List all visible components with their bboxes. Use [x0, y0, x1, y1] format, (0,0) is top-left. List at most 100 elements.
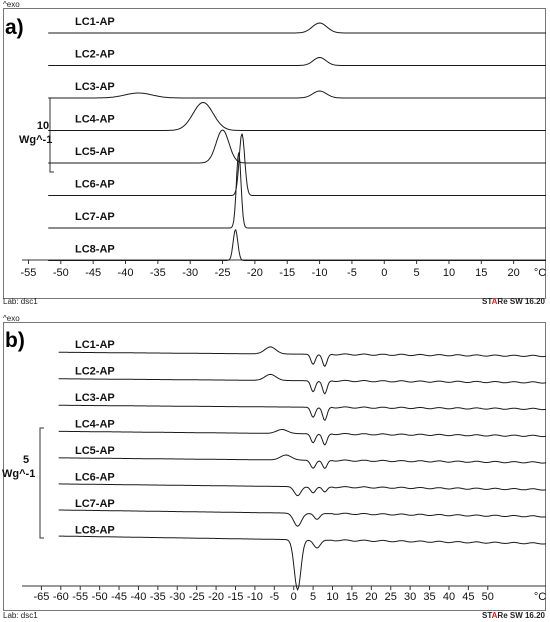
- panel-label-a: a): [5, 16, 24, 39]
- x-tick-label-65: -65: [33, 591, 49, 603]
- dsc-panel-b: ^exo b) -65 -60 -55 -50 -45 -40 -35 -30 -25 -20 -1…: [0, 314, 550, 622]
- x-tick-label-55: -55: [21, 267, 37, 279]
- x-tick-label-35: -35: [150, 591, 166, 603]
- trace-lc7-ap: [48, 152, 546, 229]
- star-mid: R: [497, 611, 504, 620]
- x-tick-label-45: 45: [462, 591, 474, 603]
- dsc-panel-a: ^exo a) -55 -50 -45 -40 -35 -30 -25 -20 -15 -10 -5…: [0, 0, 550, 308]
- x-tick-label-40: 40: [443, 591, 455, 603]
- x-tick-label-5: 5: [310, 591, 316, 603]
- x-tick-label-10: 10: [443, 267, 455, 279]
- star-suffix: e SW 16.20: [503, 611, 545, 620]
- star-suffix: e SW 16.20: [503, 297, 545, 306]
- x-tick-label-20: 20: [508, 267, 520, 279]
- scale-bar-value: 5: [23, 454, 29, 466]
- lab-footer-a: Lab: dsc1: [3, 297, 38, 306]
- trace-label-lc3-ap: LC3-AP: [75, 392, 115, 404]
- x-tick-label-50: -50: [92, 591, 108, 603]
- x-tick-label-45: -45: [85, 267, 101, 279]
- x-tick-label-0: 0: [291, 591, 297, 603]
- trace-label-lc7-ap: LC7-AP: [75, 211, 115, 223]
- x-tick-label-10: 10: [326, 591, 338, 603]
- trace-lc8-ap: [58, 535, 547, 591]
- x-tick-label-0: 0: [381, 267, 387, 279]
- exo-label-a: ^exo: [3, 0, 20, 9]
- scale-bar-value: 10: [37, 120, 49, 132]
- x-tick-label-5: -5: [347, 267, 357, 279]
- trace-lc4-ap: [48, 101, 546, 131]
- x-tick-label-30: 30: [404, 591, 416, 603]
- trace-label-lc4-ap: LC4-AP: [75, 114, 115, 126]
- star-prefix: ST: [481, 297, 492, 306]
- trace-lc5-ap: [58, 454, 547, 470]
- x-tick-label-50: 50: [482, 591, 494, 603]
- x-tick-label-5: 5: [414, 267, 420, 279]
- trace-lc3-ap: [48, 90, 546, 99]
- x-tick-label-40: -40: [118, 267, 134, 279]
- trace-label-lc3-ap: LC3-AP: [75, 81, 115, 93]
- trace-label-lc8-ap: LC8-AP: [75, 525, 115, 537]
- trace-lc2-ap: [48, 56, 546, 66]
- software-footer-a: STARe SW 16.20: [482, 297, 545, 306]
- trace-lc7-ap: [58, 509, 547, 527]
- trace-label-lc2-ap: LC2-AP: [75, 49, 115, 61]
- trace-label-lc1-ap: LC1-AP: [75, 339, 115, 351]
- trace-lc6-ap: [48, 133, 546, 196]
- trace-label-lc7-ap: LC7-AP: [75, 498, 115, 510]
- trace-lc1-ap: [58, 346, 547, 368]
- x-tick-label-20: -20: [247, 267, 263, 279]
- x-tick-label-50: -50: [53, 267, 69, 279]
- trace-lc1-ap: [48, 22, 546, 34]
- lab-footer-b: Lab: dsc1: [3, 611, 38, 620]
- scale-bar-unit: Wg^-1: [2, 468, 35, 480]
- x-tick-label-10: -10: [247, 591, 263, 603]
- plot-frame-b: [3, 322, 546, 611]
- dsc-chart-b: -65 -60 -55 -50 -45 -40 -35 -30 -25 -20 -15 -10 -5 0 5…: [2, 339, 547, 603]
- star-accent: A: [491, 611, 498, 620]
- scale-bracket: [39, 427, 44, 539]
- x-tick-label-25: -25: [189, 591, 205, 603]
- x-tick-label-20: 20: [365, 591, 377, 603]
- star-mid: R: [497, 297, 504, 306]
- x-tick-label-5: -5: [269, 591, 279, 603]
- x-tick-label-15: -15: [228, 591, 244, 603]
- trace-label-lc5-ap: LC5-AP: [75, 146, 115, 158]
- trace-label-lc5-ap: LC5-AP: [75, 445, 115, 457]
- x-tick-label-35: -35: [150, 267, 166, 279]
- trace-label-lc2-ap: LC2-AP: [75, 366, 115, 378]
- x-tick-label-15: -15: [279, 267, 295, 279]
- x-tick-label-60: -60: [53, 591, 69, 603]
- x-tick-label-10: -10: [312, 267, 328, 279]
- exo-label-b: ^exo: [3, 314, 20, 323]
- trace-lc6-ap: [58, 483, 547, 497]
- trace-label-lc1-ap: LC1-AP: [75, 16, 115, 28]
- star-prefix: ST: [481, 611, 492, 620]
- trace-label-lc8-ap: LC8-AP: [75, 244, 115, 256]
- x-tick-label-15: 15: [346, 591, 358, 603]
- trace-label-lc4-ap: LC4-AP: [75, 419, 115, 431]
- plot-frame-a: [3, 8, 546, 299]
- trace-label-lc6-ap: LC6-AP: [75, 179, 115, 191]
- software-footer-b: STARe SW 16.20: [482, 611, 545, 620]
- x-tick-label-55: -55: [72, 591, 88, 603]
- x-tick-label-30: -30: [169, 591, 185, 603]
- x-tick-label-45: -45: [111, 591, 127, 603]
- star-accent: A: [491, 297, 498, 306]
- trace-lc4-ap: [58, 429, 547, 446]
- x-tick-label-25: -25: [215, 267, 231, 279]
- x-tick-label-25: 25: [385, 591, 397, 603]
- x-tick-label-15: 15: [475, 267, 487, 279]
- panel-label-b: b): [5, 329, 25, 352]
- x-tick-label-30: -30: [182, 267, 198, 279]
- trace-lc3-ap: [58, 404, 547, 422]
- scale-bar-unit: Wg^-1: [19, 134, 52, 146]
- x-unit-label: °C: [534, 591, 546, 603]
- trace-lc2-ap: [58, 373, 547, 395]
- x-tick-label-35: 35: [423, 591, 435, 603]
- trace-lc5-ap: [48, 129, 546, 164]
- dsc-chart-a: -55 -50 -45 -40 -35 -30 -25 -20 -15 -10 -5 0 5 10 15 20…: [19, 16, 546, 279]
- trace-label-lc6-ap: LC6-AP: [75, 472, 115, 484]
- x-tick-label-40: -40: [130, 591, 146, 603]
- x-unit-label: °C: [534, 267, 546, 279]
- trace-lc8-ap: [48, 228, 546, 261]
